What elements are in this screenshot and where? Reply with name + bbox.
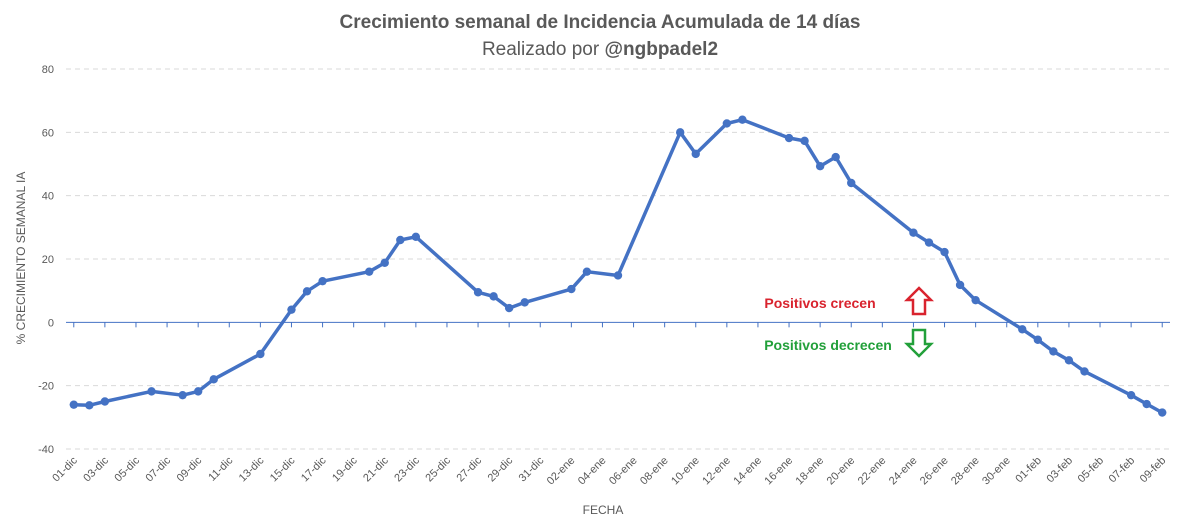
y-tick-label: 80: [42, 64, 54, 76]
data-point: [209, 375, 218, 384]
y-tick-label: 0: [48, 317, 54, 329]
y-tick-label: -40: [38, 444, 54, 456]
data-point: [520, 298, 529, 307]
data-point: [396, 235, 405, 245]
y-axis-title: % CRECIMIENTO SEMANAL IA: [14, 172, 28, 345]
data-point: [955, 280, 965, 290]
data-point: [380, 258, 389, 267]
data-point: [1018, 325, 1027, 334]
data-point: [722, 119, 732, 128]
zero-axis: [66, 321, 1170, 328]
data-point: [193, 387, 203, 396]
y-tick-label: 60: [42, 127, 54, 139]
data-point: [940, 247, 949, 257]
data-point: [318, 276, 327, 286]
data-point: [256, 349, 265, 359]
y-tick-label: 40: [42, 191, 54, 203]
up-arrow-icon: [903, 286, 935, 316]
data-point: [473, 288, 483, 297]
series-line: [72, 117, 1164, 415]
data-point: [1064, 356, 1074, 365]
data-point: [582, 267, 592, 276]
data-point: [567, 284, 576, 294]
down-arrow-icon: [903, 328, 935, 358]
chart-title: Crecimiento semanal de Incidencia Acumul…: [340, 12, 861, 33]
data-point: [287, 305, 296, 314]
data-point: [613, 271, 623, 280]
y-axis-ticks: -40 -20 0 20 40 60 80: [38, 64, 54, 456]
data-point: [1126, 390, 1136, 400]
data-point: [831, 152, 840, 162]
chart-subtitle-prefix: Realizado por: [482, 39, 605, 60]
chart-subtitle-handle: @ngbpadel2: [604, 39, 718, 60]
data-point: [147, 387, 156, 396]
data-point: [909, 228, 918, 237]
data-point: [847, 178, 856, 188]
data-point: [302, 287, 312, 296]
data-point: [691, 149, 700, 159]
data-point: [784, 133, 794, 143]
data-point: [365, 267, 374, 276]
data-point: [971, 295, 980, 305]
data-point: [815, 162, 825, 171]
series-layer: [69, 115, 1167, 417]
annotation-positivos-crecen: Positivos crecen: [764, 295, 875, 311]
gridlines: [66, 68, 1170, 450]
data-point: [1080, 367, 1089, 376]
data-point: [738, 115, 747, 124]
data-point: [800, 136, 809, 146]
annotations: Positivos crecen Positivos decrecen: [764, 286, 935, 358]
data-point: [1142, 399, 1151, 409]
y-tick-label: 20: [42, 254, 54, 266]
data-point: [1049, 347, 1058, 356]
data-point: [924, 238, 934, 247]
annotation-positivos-decrecen: Positivos decrecen: [764, 337, 892, 353]
data-point: [178, 390, 187, 400]
data-point: [69, 400, 78, 409]
data-point: [675, 128, 685, 137]
x-axis-title: FECHA: [583, 503, 624, 517]
chart-subtitle: Realizado por @ngbpadel2: [482, 39, 718, 60]
data-point: [504, 303, 514, 313]
data-point: [411, 232, 421, 242]
data-point: [1033, 335, 1043, 344]
data-point: [489, 292, 498, 301]
data-point: [1158, 408, 1167, 417]
data-point: [100, 397, 110, 406]
y-tick-label: -20: [38, 381, 54, 393]
data-point: [85, 401, 94, 410]
